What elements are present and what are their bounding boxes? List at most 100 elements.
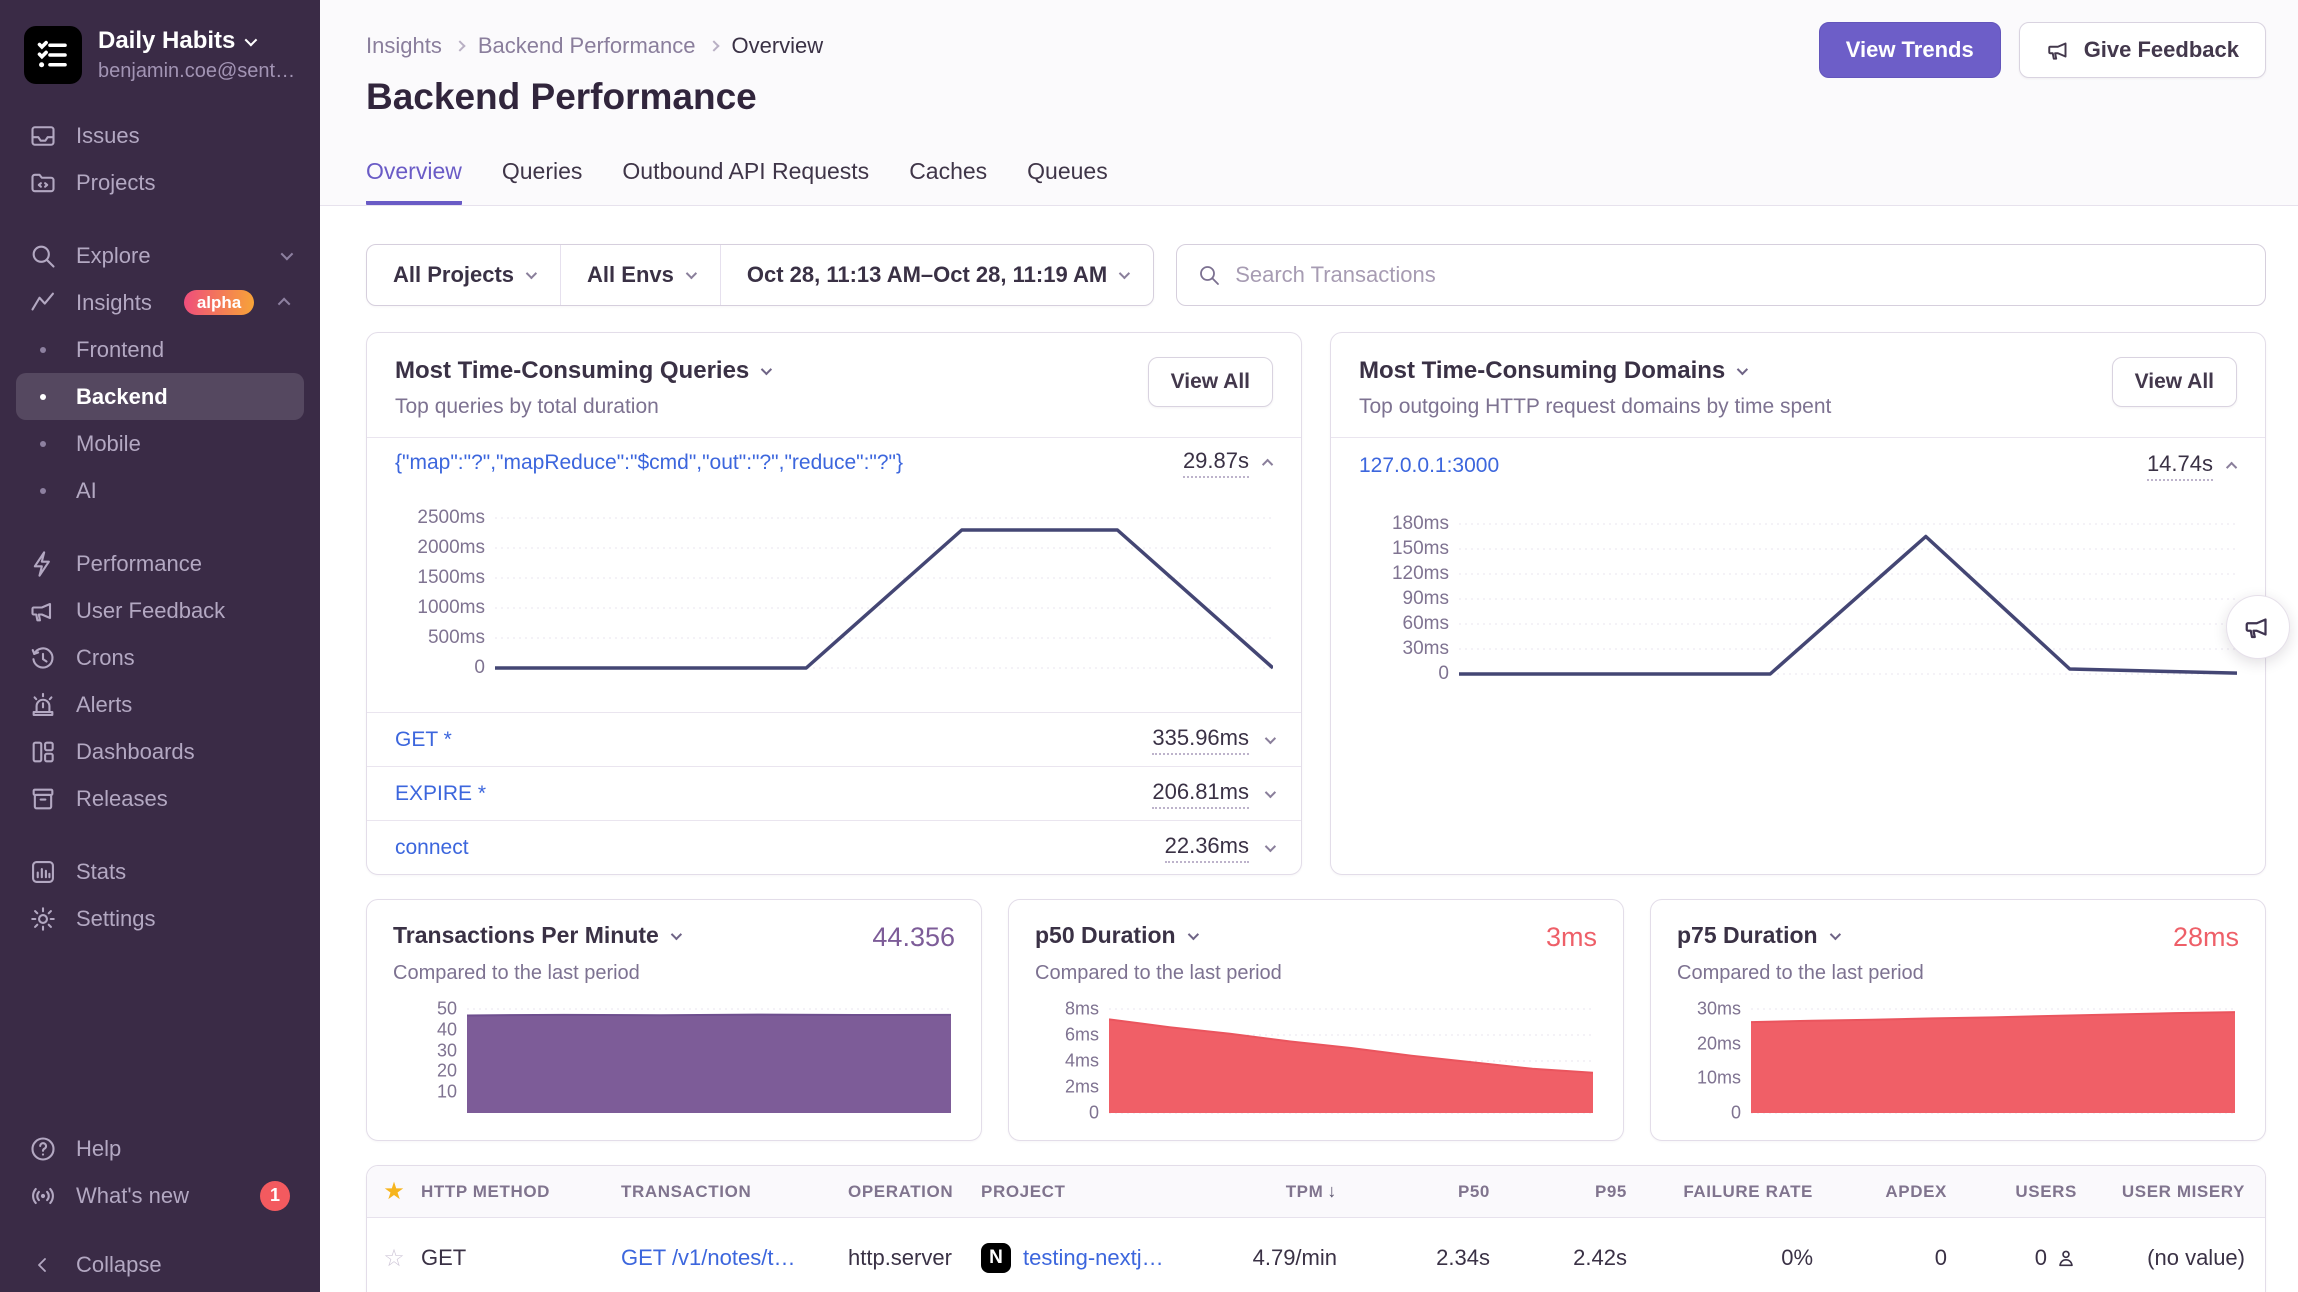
- sidebar-item-ai[interactable]: AI: [16, 467, 304, 514]
- environment-filter[interactable]: All Envs: [560, 245, 720, 305]
- p75-title-select[interactable]: p75 Duration: [1677, 922, 1841, 949]
- col-p50[interactable]: P50: [1457, 1181, 1490, 1201]
- org-switcher[interactable]: Daily Habits benjamin.coe@sent…: [16, 22, 304, 84]
- tab-queries[interactable]: Queries: [501, 158, 583, 184]
- col-apdex[interactable]: APDEX: [1885, 1181, 1947, 1201]
- col-operation[interactable]: OPERATION: [848, 1181, 954, 1201]
- sidebar-item-label: Projects: [76, 169, 156, 195]
- transaction-link[interactable]: GET /v1/notes/t…: [621, 1245, 796, 1270]
- sidebar-item-whats-new[interactable]: What's new 1: [16, 1172, 304, 1219]
- sidebar-item-label: Insights: [76, 289, 152, 315]
- sidebar-item-explore[interactable]: Explore: [16, 232, 304, 279]
- sidebar-item-user-feedback[interactable]: User Feedback: [16, 587, 304, 634]
- domain-row-expanded: 127.0.0.1:3000 14.74s: [1331, 438, 2265, 494]
- main-area: Insights Backend Performance Overview Vi…: [320, 0, 2298, 1292]
- filter-bar: All Projects All Envs Oct 28, 11:13 AM–O…: [366, 244, 2266, 306]
- col-users[interactable]: USERS: [2015, 1181, 2077, 1201]
- query-link[interactable]: connect: [395, 835, 469, 859]
- queries-list: GET * 335.96ms EXPIRE * 206.81ms connect…: [367, 712, 1301, 874]
- cell-project: N testing-nextj…: [981, 1243, 1226, 1273]
- domains-card-title: Most Time-Consuming Domains: [1359, 357, 1726, 384]
- queries-card-title-select[interactable]: Most Time-Consuming Queries: [395, 357, 773, 385]
- project-filter[interactable]: All Projects: [367, 245, 560, 305]
- project-link[interactable]: testing-nextj…: [1023, 1245, 1164, 1270]
- sidebar-item-label: Dashboards: [76, 738, 195, 764]
- domain-link[interactable]: 127.0.0.1:3000: [1359, 454, 1500, 477]
- domains-card-title-select[interactable]: Most Time-Consuming Domains: [1359, 357, 1831, 385]
- siren-icon: [28, 690, 58, 720]
- col-project[interactable]: PROJECT: [981, 1181, 1066, 1201]
- floating-feedback-button[interactable]: [2226, 595, 2290, 659]
- p50-chart-y-axis: 8ms 6ms 4ms 2ms 0: [1064, 998, 1099, 1123]
- tpm-title-select[interactable]: Transactions Per Minute: [393, 922, 682, 949]
- alpha-badge: alpha: [183, 290, 255, 315]
- sidebar-item-settings[interactable]: Settings: [16, 895, 304, 942]
- domains-view-all-button[interactable]: View All: [2111, 357, 2237, 407]
- chevron-down-icon: [244, 33, 258, 46]
- expand-row-icon[interactable]: [1264, 840, 1277, 852]
- col-http-method[interactable]: HTTP METHOD: [421, 1181, 551, 1201]
- chevron-down-icon: [280, 247, 294, 261]
- search-transactions-box: [1176, 244, 2266, 306]
- cell-p95: 2.42s: [1573, 1245, 1627, 1270]
- sidebar-item-issues[interactable]: Issues: [16, 112, 304, 159]
- bullet-dot: [28, 429, 58, 459]
- chevron-down-icon: [1187, 928, 1199, 940]
- sidebar-item-mobile[interactable]: Mobile: [16, 420, 304, 467]
- tpm-chart: 50 40 30 20 10: [393, 999, 955, 1115]
- sidebar-item-label: Backend: [76, 383, 168, 409]
- user-icon: [2059, 1250, 2073, 1267]
- expand-row-icon[interactable]: [1264, 786, 1277, 798]
- table-header-row: ★ HTTP METHOD TRANSACTION OPERATION PROJ…: [367, 1166, 2265, 1218]
- breadcrumb: Insights Backend Performance Overview: [366, 32, 2266, 60]
- breadcrumb-backend-performance[interactable]: Backend Performance: [477, 33, 696, 58]
- page-filter-group: All Projects All Envs Oct 28, 11:13 AM–O…: [366, 244, 1155, 306]
- tab-caches[interactable]: Caches: [909, 158, 988, 184]
- view-trends-button[interactable]: View Trends: [1818, 22, 2001, 78]
- sidebar-item-backend[interactable]: Backend: [16, 373, 304, 420]
- sidebar-item-crons[interactable]: Crons: [16, 634, 304, 681]
- sidebar-item-stats[interactable]: Stats: [16, 848, 304, 895]
- col-transaction[interactable]: TRANSACTION: [621, 1181, 752, 1201]
- query-total-duration: 29.87s: [1182, 448, 1249, 478]
- starred-filter-icon[interactable]: ★: [383, 1178, 405, 1205]
- sidebar-item-releases[interactable]: Releases: [16, 775, 304, 822]
- tab-overview[interactable]: Overview: [366, 156, 462, 205]
- sidebar-collapse-button[interactable]: Collapse: [16, 1241, 304, 1288]
- sidebar-item-projects[interactable]: Projects: [16, 159, 304, 206]
- expand-row-icon[interactable]: [1264, 732, 1277, 744]
- sidebar-item-frontend[interactable]: Frontend: [16, 326, 304, 373]
- archive-icon: [28, 784, 58, 814]
- col-failure-rate[interactable]: FAILURE RATE: [1683, 1181, 1813, 1201]
- queries-view-all-button[interactable]: View All: [1147, 357, 1273, 407]
- tab-outbound-api-requests[interactable]: Outbound API Requests: [622, 158, 870, 184]
- sidebar-item-performance[interactable]: Performance: [16, 540, 304, 587]
- col-tpm[interactable]: TPM ↓: [1226, 1181, 1337, 1202]
- star-toggle-icon[interactable]: ☆: [383, 1244, 405, 1272]
- col-user-misery[interactable]: USER MISERY: [2121, 1181, 2245, 1201]
- tab-queues[interactable]: Queues: [1027, 158, 1108, 184]
- sidebar-item-help[interactable]: Help: [16, 1125, 304, 1172]
- transactions-table: ★ HTTP METHOD TRANSACTION OPERATION PROJ…: [366, 1165, 2266, 1292]
- queries-duration-chart: 2500ms 2000ms 1500ms 1000ms 500ms 0: [367, 507, 1301, 678]
- query-link[interactable]: EXPIRE *: [395, 781, 487, 805]
- view-trends-label: View Trends: [1845, 37, 1974, 62]
- p50-title-select[interactable]: p50 Duration: [1035, 922, 1199, 949]
- p50-duration-card: p50 Duration 3ms Compared to the last pe…: [1008, 899, 1624, 1141]
- collapse-row-icon[interactable]: [1261, 458, 1274, 471]
- p75-value: 28ms: [2172, 922, 2239, 952]
- give-feedback-button[interactable]: Give Feedback: [2018, 22, 2266, 78]
- cell-user-misery: (no value): [2147, 1245, 2245, 1270]
- breadcrumb-insights[interactable]: Insights: [366, 33, 442, 58]
- collapse-row-icon[interactable]: [2225, 461, 2238, 474]
- sidebar-item-alerts[interactable]: Alerts: [16, 681, 304, 728]
- query-link[interactable]: GET *: [395, 727, 452, 751]
- date-range-filter[interactable]: Oct 28, 11:13 AM–Oct 28, 11:19 AM: [719, 245, 1153, 305]
- sidebar-item-insights[interactable]: Insights alpha: [16, 279, 304, 326]
- sidebar-item-label: Releases: [76, 785, 168, 811]
- search-transactions-input[interactable]: [1235, 262, 2245, 288]
- query-link[interactable]: {"map":"?","mapReduce":"$cmd","out":"?",…: [395, 451, 904, 474]
- sidebar-item-dashboards[interactable]: Dashboards: [16, 728, 304, 775]
- col-p95[interactable]: P95: [1594, 1181, 1627, 1201]
- megaphone-icon: [2047, 42, 2067, 60]
